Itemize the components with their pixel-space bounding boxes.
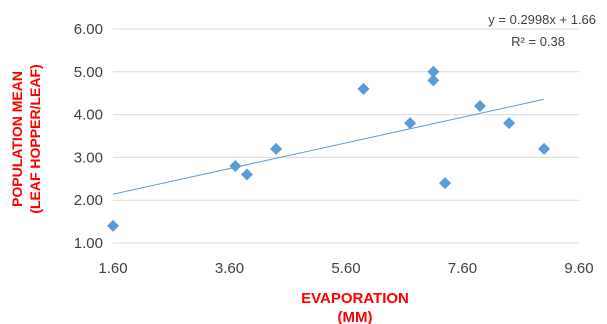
data-point [473, 100, 486, 113]
y-tick-label: 2.00 [74, 192, 103, 209]
trendline [112, 98, 545, 195]
data-point [538, 142, 551, 155]
data-point [357, 82, 370, 95]
data-point [107, 219, 119, 232]
data-point [404, 117, 417, 130]
data-points [107, 65, 551, 232]
x-axis-title-line2: (MM) [338, 309, 373, 324]
x-tick-label: 1.60 [98, 260, 127, 277]
y-tick-label: 1.00 [74, 235, 103, 252]
y-tick-labels: 1.00 2.00 3.00 4.00 5.00 6.00 [74, 21, 103, 252]
data-point [229, 159, 242, 172]
data-point [503, 117, 516, 130]
x-tick-labels: 1.60 3.60 5.60 7.60 9.60 [98, 260, 593, 277]
gridlines [113, 28, 579, 244]
y-tick-label: 3.00 [74, 149, 103, 166]
y-tick-label: 4.00 [74, 107, 103, 124]
x-tick-label: 7.60 [448, 260, 477, 277]
x-axis-title-line1: EVAPORATION [301, 290, 409, 307]
data-point [427, 65, 440, 78]
data-point [427, 74, 440, 87]
data-point [439, 177, 452, 190]
y-tick-label: 6.00 [74, 21, 103, 38]
y-tick-label: 5.00 [74, 64, 103, 81]
x-tick-label: 5.60 [331, 260, 360, 277]
x-tick-label: 3.60 [215, 260, 244, 277]
r-squared-label: R² = 0.38 [511, 34, 565, 49]
x-tick-label: 9.60 [564, 260, 593, 277]
data-point [270, 142, 283, 155]
y-axis-title-line2: (LEAF HOPPER/LEAF) [27, 64, 43, 213]
y-axis-title-line1: POPULATION MEAN [9, 71, 25, 207]
data-point [240, 168, 253, 181]
trendline-equation: y = 0.2998x + 1.66 [488, 12, 596, 27]
